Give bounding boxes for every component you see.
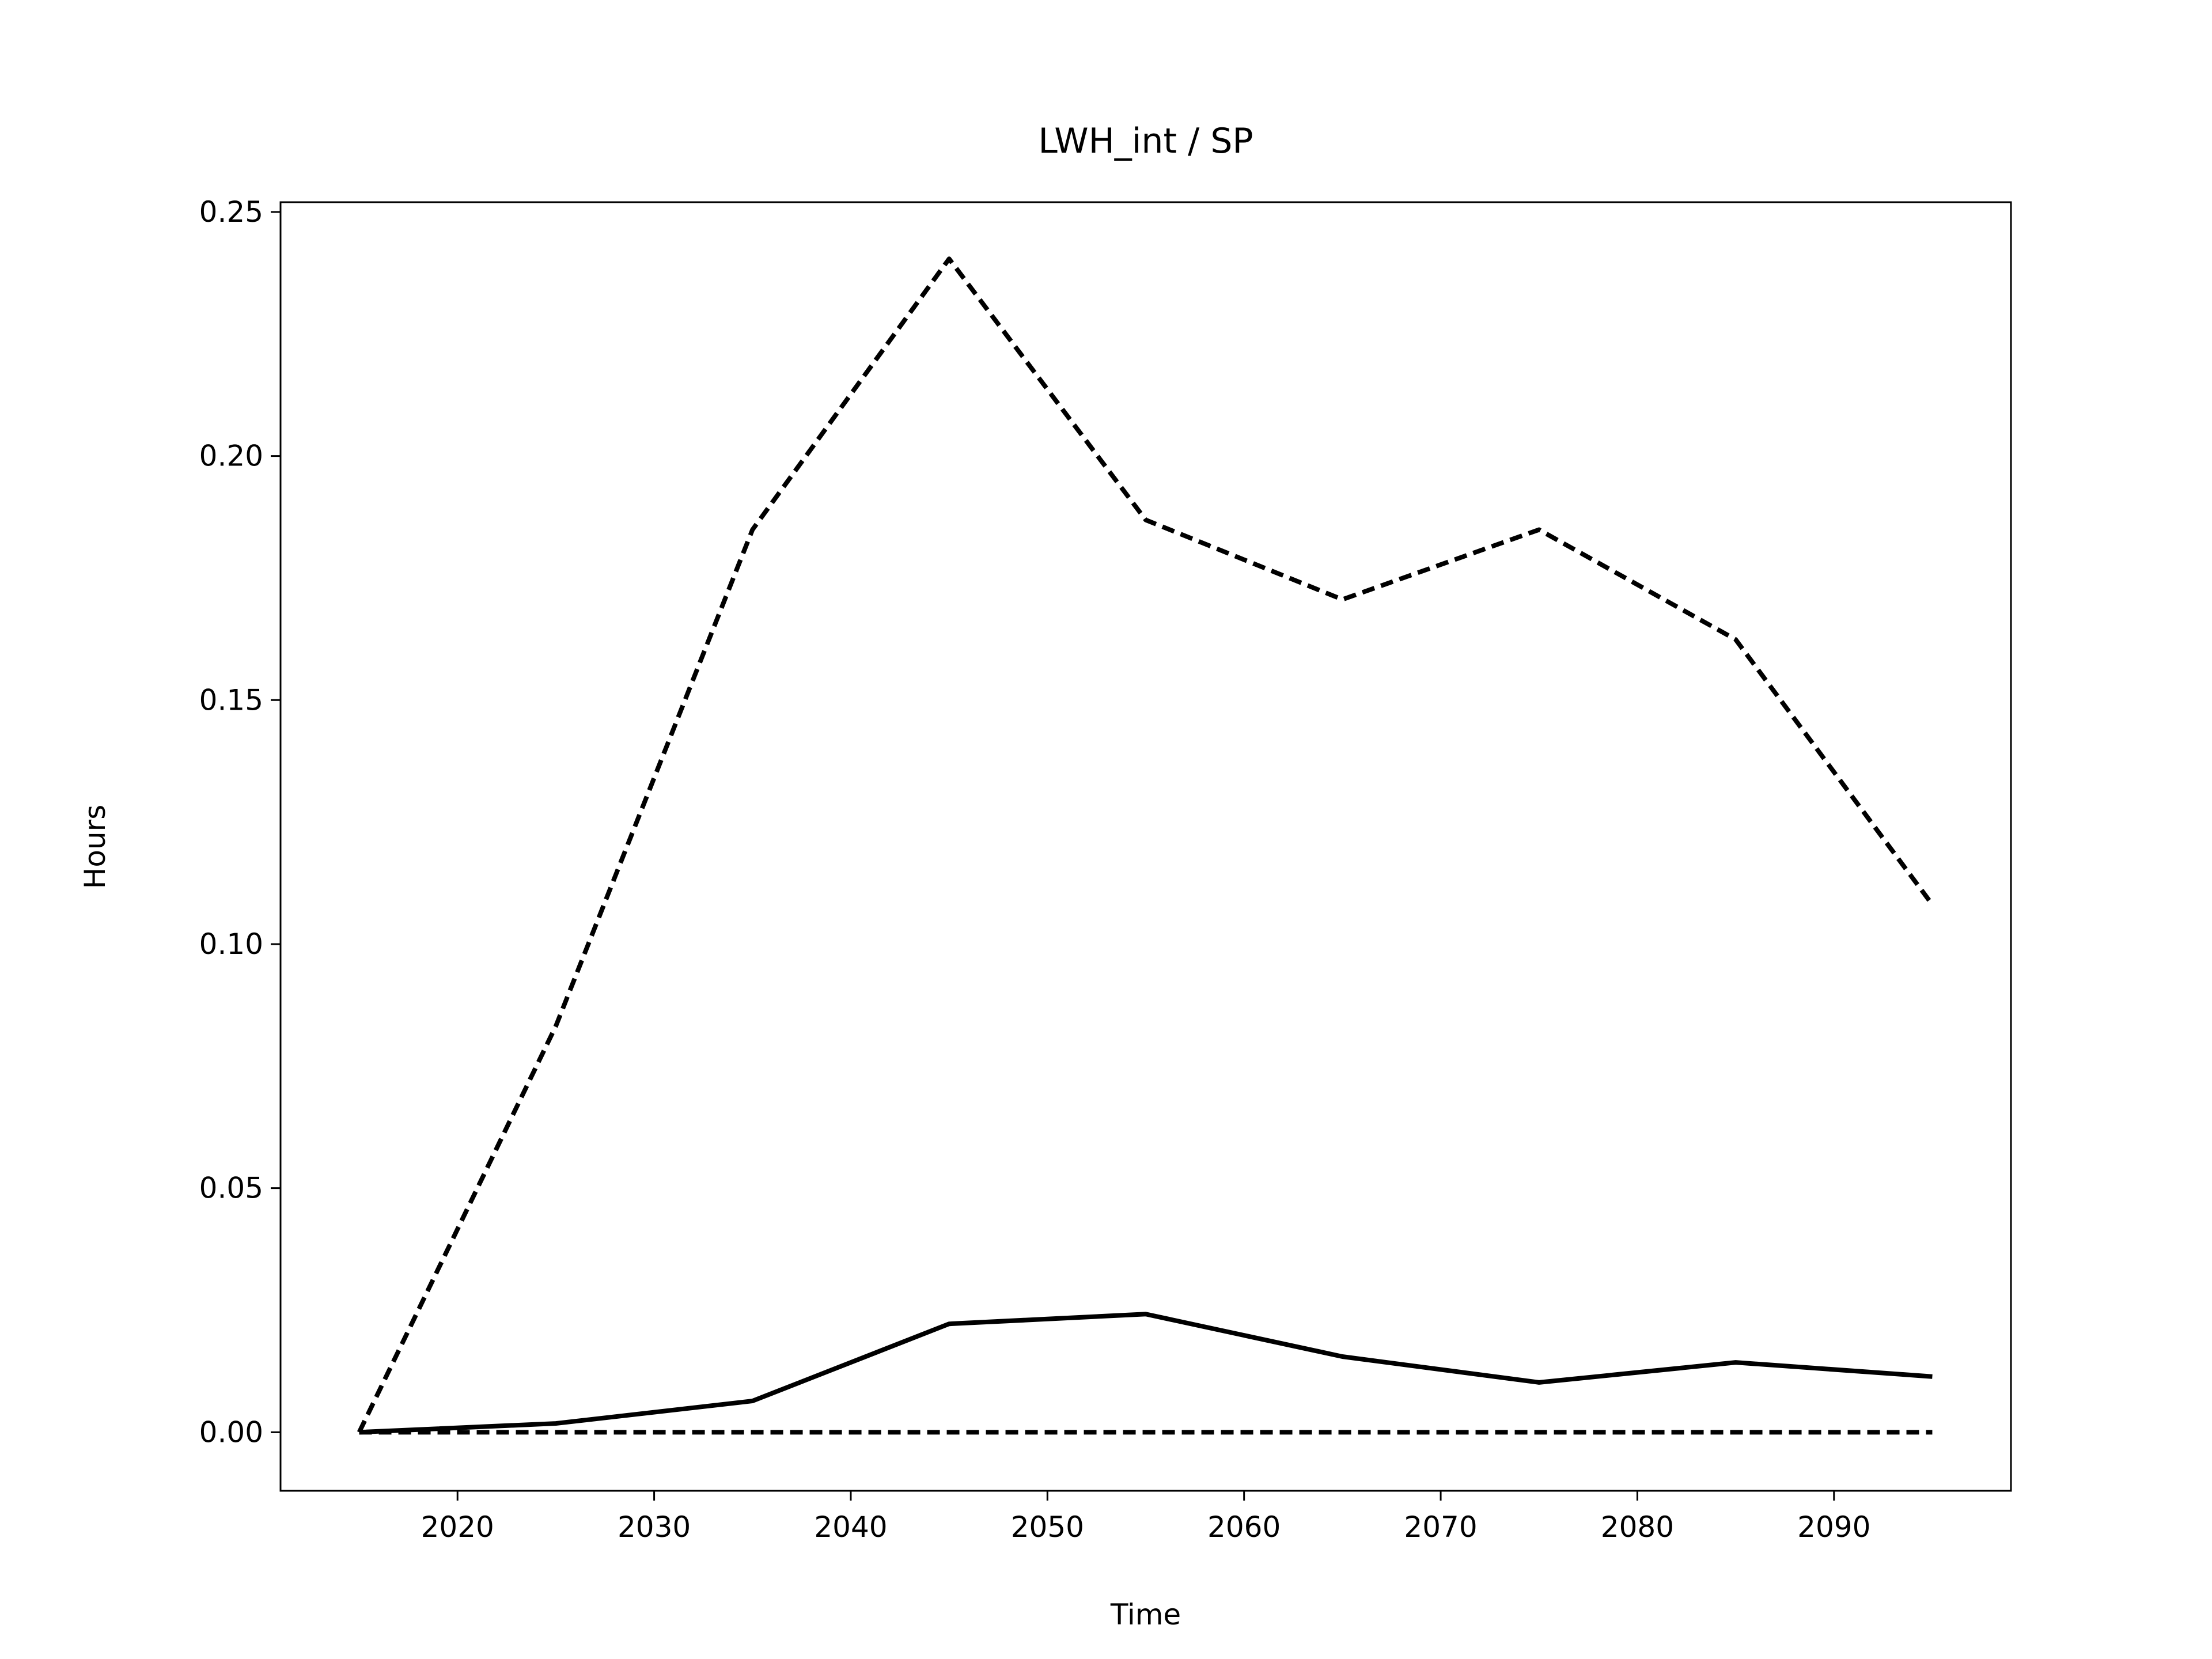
y-tick-label: 0.25 (199, 195, 263, 229)
plot-frame (279, 201, 2012, 1492)
y-tick-label: 0.10 (199, 927, 263, 961)
series-line (357, 256, 1934, 1434)
series-line (359, 1312, 1933, 1435)
x-tick-label: 2070 (1404, 1510, 1477, 1544)
x-tick-label: 2090 (1797, 1510, 1870, 1544)
x-tick-label: 2050 (1011, 1510, 1084, 1544)
chart-title: LWH_int / SP (1038, 121, 1253, 161)
x-axis-label: Time (1110, 1598, 1181, 1631)
x-tick-label: 2020 (421, 1510, 494, 1544)
x-tick-label: 2040 (814, 1510, 887, 1544)
x-tick-label: 2030 (618, 1510, 691, 1544)
y-tick-label: 0.00 (199, 1415, 263, 1449)
y-tick-label: 0.05 (199, 1172, 263, 1205)
y-tick-label: 0.20 (199, 440, 263, 473)
y-tick-label: 0.15 (199, 683, 263, 717)
x-tick-label: 2080 (1601, 1510, 1674, 1544)
y-axis-label: Hours (78, 805, 112, 889)
x-tick-label: 2060 (1207, 1510, 1281, 1544)
